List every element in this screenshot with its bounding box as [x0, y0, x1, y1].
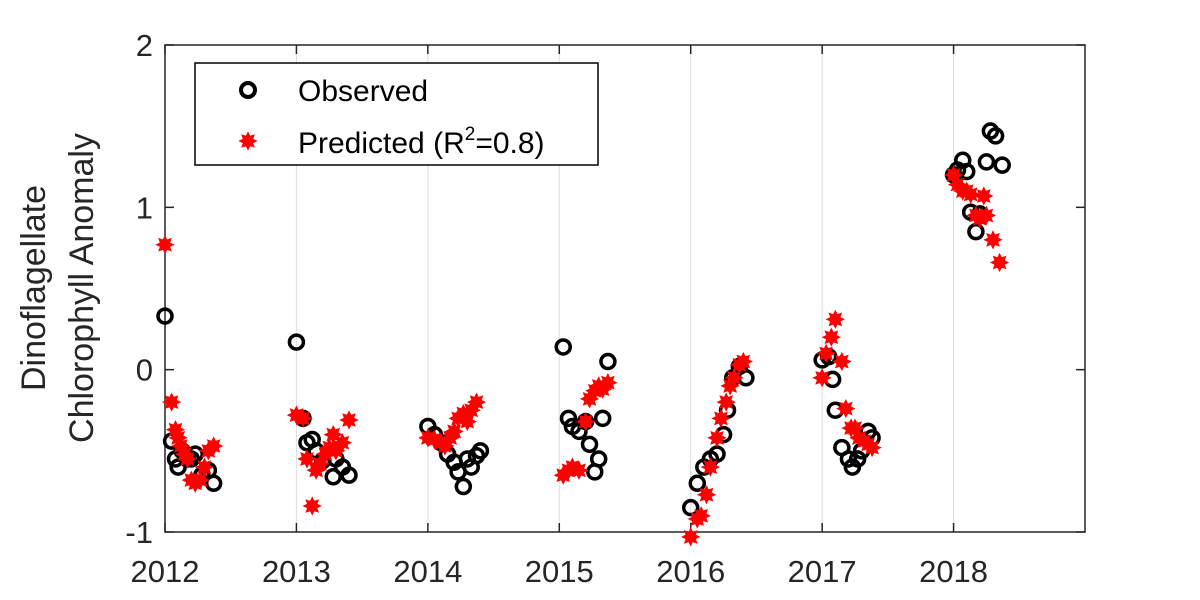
plot-area	[164, 44, 1086, 533]
predicted-point	[691, 506, 711, 526]
predicted-point	[711, 408, 731, 429]
predicted-point	[832, 351, 852, 372]
predicted-point	[297, 449, 317, 469]
predicted-point	[700, 457, 721, 477]
legend-box	[194, 62, 599, 166]
observed-point	[454, 477, 473, 496]
predicted-point	[155, 235, 175, 255]
y-tick-label: 1	[136, 190, 153, 225]
x-tick-label: 2016	[656, 554, 725, 589]
observed-series	[156, 122, 1011, 517]
observed-point	[967, 222, 985, 241]
predicted-point	[569, 460, 589, 480]
legend: Observed Predicted (R2=0.8)	[194, 62, 599, 166]
legend-observed-marker	[239, 81, 257, 99]
x-tick-label: 2018	[919, 554, 988, 589]
y-tick-label: -1	[125, 515, 153, 550]
observed-point	[340, 466, 358, 484]
predicted-point	[733, 351, 753, 372]
y-tick-label: 2	[136, 28, 153, 63]
predicted-point	[862, 437, 882, 458]
predicted-point	[444, 421, 464, 442]
x-tick-label: 2012	[131, 554, 200, 589]
observed-point	[589, 450, 608, 468]
predicted-point	[983, 230, 1003, 250]
observed-point	[599, 352, 617, 371]
observed-point	[554, 338, 572, 356]
predicted-point	[976, 205, 997, 226]
y-axis-label-line1: Dinoflagellate	[15, 185, 53, 391]
observed-point	[986, 127, 1005, 145]
predicted-point	[466, 392, 487, 412]
predicted-point	[332, 433, 353, 453]
observed-point	[471, 442, 490, 460]
predicted-point	[707, 428, 727, 448]
predicted-point	[575, 411, 596, 432]
predicted-point	[339, 410, 359, 430]
observed-point	[204, 474, 223, 493]
predicted-point	[177, 449, 197, 469]
observed-point	[977, 153, 996, 171]
predicted-point	[816, 343, 836, 364]
observed-point	[993, 156, 1011, 174]
axis-ticks: 2012 2013 2014 2015 2016 2017 2018 -1 0 1 2	[125, 28, 1085, 589]
observed-point	[593, 409, 612, 428]
x-tick-label: 2014	[393, 554, 462, 589]
observed-point	[324, 468, 342, 486]
predicted-series	[155, 165, 1010, 547]
predicted-point	[989, 252, 1010, 273]
predicted-point	[812, 368, 832, 388]
legend-predicted-label-prefix: Predicted (R	[298, 127, 465, 160]
observed-point	[688, 474, 707, 493]
predicted-point	[293, 408, 313, 429]
legend-star-shape	[238, 131, 258, 151]
observed-point	[287, 333, 306, 351]
predicted-point	[716, 392, 736, 412]
predicted-point	[724, 368, 744, 388]
y-axis-label-line2: Chlorophyll Anomaly	[63, 133, 101, 443]
observed-point	[156, 307, 174, 325]
observed-point	[681, 498, 700, 517]
x-tick-label: 2017	[788, 554, 857, 589]
predicted-point	[598, 373, 618, 393]
legend-predicted-label-suffix: =0.8)	[475, 127, 544, 160]
predicted-point	[836, 398, 856, 419]
x-tick-label: 2015	[525, 554, 594, 589]
legend-predicted-label: Predicted (R2=0.8)	[298, 124, 545, 160]
legend-observed-label: Observed	[298, 75, 428, 108]
predicted-point	[161, 392, 182, 412]
predicted-point	[696, 485, 717, 505]
observed-point	[957, 162, 976, 181]
predicted-point	[681, 527, 701, 547]
predicted-point	[203, 436, 224, 456]
predicted-point	[190, 470, 211, 490]
predicted-point	[974, 186, 994, 206]
y-tick-label: 0	[136, 353, 153, 388]
predicted-point	[302, 496, 322, 516]
predicted-point	[961, 184, 981, 204]
legend-predicted-marker	[238, 131, 258, 151]
legend-predicted-label-sup: 2	[465, 124, 476, 145]
predicted-point	[194, 457, 215, 477]
predicted-point	[821, 327, 841, 347]
observed-point	[580, 435, 599, 454]
x-tick-label: 2013	[262, 554, 331, 589]
predicted-point	[825, 309, 845, 329]
